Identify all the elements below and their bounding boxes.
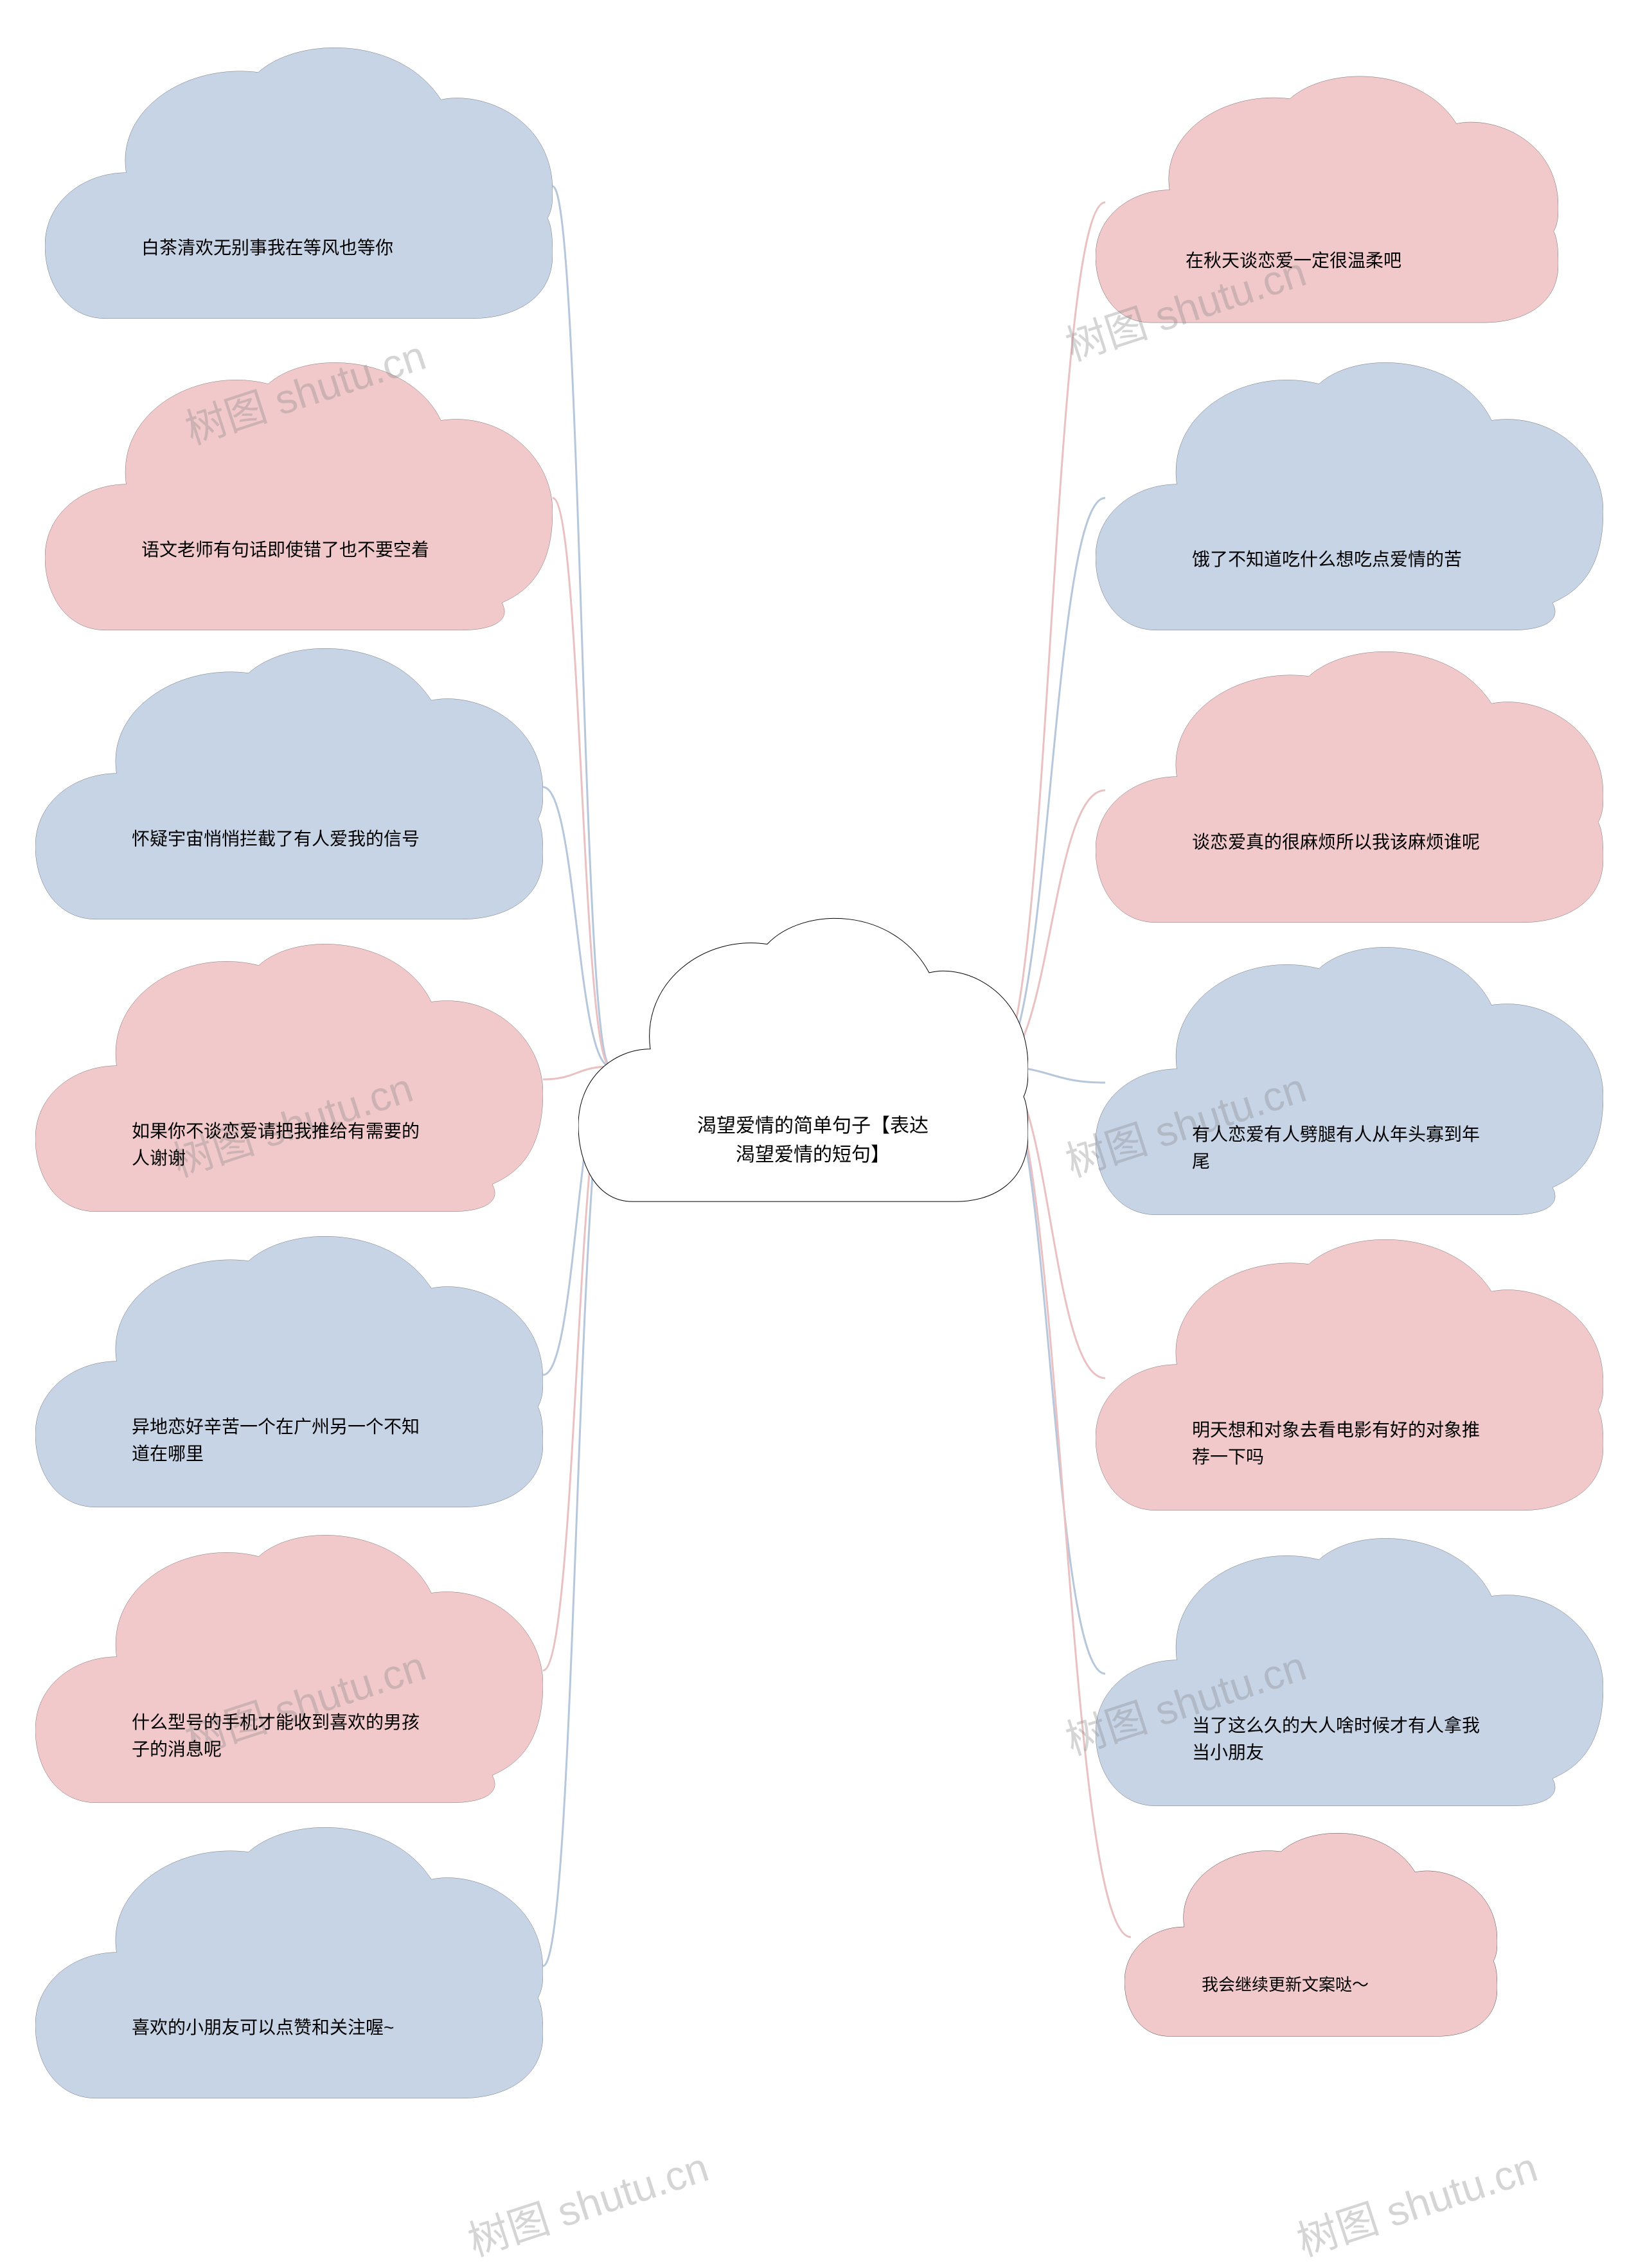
right-cloud-label: 有人恋爱有人劈腿有人从年头寡到年尾 bbox=[1192, 1121, 1494, 1175]
left-cloud-label: 什么型号的手机才能收到喜欢的男孩子的消息呢 bbox=[132, 1709, 434, 1763]
right-cloud-label: 在秋天谈恋爱一定很温柔吧 bbox=[1186, 247, 1488, 274]
left-cloud-label: 异地恋好辛苦一个在广州另一个不知道在哪里 bbox=[132, 1413, 434, 1467]
left-cloud-label: 喜欢的小朋友可以点赞和关注喔~ bbox=[132, 2014, 459, 2041]
mindmap-canvas: 渴望爱情的简单句子【表达渴望爱情的短句】 白茶清欢无别事我在等风也等你语文老师有句… bbox=[0, 0, 1645, 2204]
left-cloud-node[interactable]: 喜欢的小朋友可以点赞和关注喔~ bbox=[35, 1825, 543, 2107]
left-cloud-node[interactable]: 语文老师有句话即使错了也不要空着 bbox=[45, 357, 553, 639]
center-cloud[interactable]: 渴望爱情的简单句子【表达渴望爱情的短句】 bbox=[578, 916, 1028, 1211]
right-cloud-node[interactable]: 明天想和对象去看电影有好的对象推荐一下吗 bbox=[1096, 1237, 1603, 1519]
left-cloud-label: 语文老师有句话即使错了也不要空着 bbox=[141, 536, 443, 563]
right-cloud-node[interactable]: 谈恋爱真的很麻烦所以我该麻烦谁呢 bbox=[1096, 649, 1603, 932]
right-cloud-node[interactable]: 饿了不知道吃什么想吃点爱情的苦 bbox=[1096, 357, 1603, 639]
right-cloud-label: 明天想和对象去看电影有好的对象推荐一下吗 bbox=[1192, 1417, 1494, 1471]
center-title: 渴望爱情的简单句子【表达渴望爱情的短句】 bbox=[694, 1112, 932, 1169]
left-cloud-node[interactable]: 如果你不谈恋爱请把我推给有需要的人谢谢 bbox=[35, 938, 543, 1221]
right-cloud-label: 我会继续更新文案哒～ bbox=[1202, 1972, 1459, 1998]
right-cloud-node[interactable]: 我会继续更新文案哒～ bbox=[1125, 1831, 1497, 2043]
watermark: 树图 shutu.cn bbox=[1288, 2134, 1543, 2267]
left-cloud-node[interactable]: 怀疑宇宙悄悄拦截了有人爱我的信号 bbox=[35, 646, 543, 928]
left-cloud-node[interactable]: 白茶清欢无别事我在等风也等你 bbox=[45, 45, 553, 328]
left-cloud-label: 怀疑宇宙悄悄拦截了有人爱我的信号 bbox=[132, 826, 434, 853]
right-cloud-node[interactable]: 当了这么久的大人啥时候才有人拿我当小朋友 bbox=[1096, 1532, 1603, 1815]
right-cloud-label: 当了这么久的大人啥时候才有人拿我当小朋友 bbox=[1192, 1712, 1494, 1766]
right-cloud-label: 饿了不知道吃什么想吃点爱情的苦 bbox=[1192, 546, 1520, 573]
left-cloud-node[interactable]: 异地恋好辛苦一个在广州另一个不知道在哪里 bbox=[35, 1234, 543, 1516]
left-cloud-label: 如果你不谈恋爱请把我推给有需要的人谢谢 bbox=[132, 1118, 434, 1172]
right-cloud-label: 谈恋爱真的很麻烦所以我该麻烦谁呢 bbox=[1192, 829, 1494, 856]
left-cloud-label: 白茶清欢无别事我在等风也等你 bbox=[141, 235, 469, 261]
right-cloud-node[interactable]: 在秋天谈恋爱一定很温柔吧 bbox=[1096, 74, 1558, 331]
watermark: 树图 shutu.cn bbox=[459, 2134, 715, 2267]
left-cloud-node[interactable]: 什么型号的手机才能收到喜欢的男孩子的消息呢 bbox=[35, 1529, 543, 1812]
right-cloud-node[interactable]: 有人恋爱有人劈腿有人从年头寡到年尾 bbox=[1096, 941, 1603, 1224]
